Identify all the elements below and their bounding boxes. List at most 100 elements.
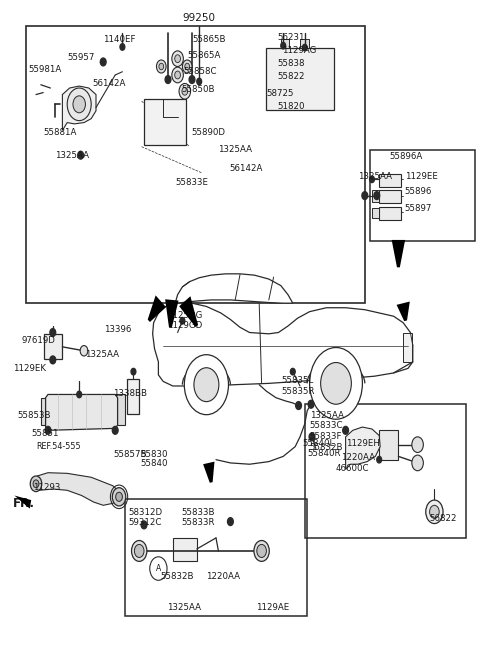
Bar (379, 174, 401, 187)
Circle shape (377, 456, 382, 463)
Text: 1129AE: 1129AE (256, 603, 289, 612)
Text: 55897: 55897 (405, 204, 432, 213)
Text: 1325AA: 1325AA (85, 350, 120, 359)
Text: 1325AA: 1325AA (310, 411, 344, 420)
Bar (266, 48, 334, 110)
Bar (370, 150, 475, 241)
Text: 55838: 55838 (277, 59, 305, 68)
Circle shape (308, 400, 314, 408)
Circle shape (302, 44, 307, 51)
Circle shape (100, 58, 106, 66)
Bar (173, 538, 197, 561)
Bar (379, 190, 401, 203)
Text: 55865A: 55865A (187, 51, 221, 60)
Circle shape (296, 402, 301, 409)
Text: 1325AA: 1325AA (218, 145, 252, 155)
Text: 55896: 55896 (405, 187, 432, 196)
Text: 55851: 55851 (31, 429, 59, 438)
Polygon shape (203, 462, 215, 482)
Text: 56142A: 56142A (93, 79, 126, 88)
Circle shape (412, 437, 423, 452)
Text: 1325AA: 1325AA (55, 151, 89, 160)
Circle shape (131, 368, 136, 375)
Text: 55833R: 55833R (181, 518, 215, 527)
Text: 97619D: 97619D (22, 336, 56, 345)
Polygon shape (346, 427, 380, 469)
Text: 58725: 58725 (266, 89, 294, 98)
Circle shape (50, 356, 56, 364)
Circle shape (310, 348, 362, 419)
Text: 11293: 11293 (33, 482, 60, 492)
Circle shape (112, 488, 126, 506)
Text: 55833F: 55833F (310, 432, 342, 441)
Text: 51820: 51820 (277, 102, 305, 111)
Circle shape (33, 480, 39, 488)
Circle shape (180, 318, 185, 324)
Polygon shape (179, 296, 198, 327)
Circle shape (73, 96, 85, 113)
Bar (41, 398, 46, 425)
Text: 1220AA: 1220AA (206, 572, 240, 581)
Circle shape (112, 426, 118, 434)
Polygon shape (153, 303, 413, 386)
Text: FR.: FR. (13, 497, 35, 510)
Polygon shape (33, 473, 120, 505)
Circle shape (374, 192, 380, 200)
Bar (44, 334, 62, 359)
Polygon shape (165, 299, 179, 327)
Polygon shape (46, 394, 118, 430)
Text: 55840R: 55840R (307, 449, 341, 458)
Text: 55957: 55957 (67, 53, 95, 62)
Circle shape (254, 541, 269, 561)
Bar (127, 379, 139, 414)
Circle shape (175, 55, 180, 63)
Text: 55835L: 55835L (281, 376, 313, 385)
Circle shape (116, 492, 122, 501)
Text: 1140EF: 1140EF (103, 35, 136, 44)
Circle shape (172, 67, 183, 83)
Bar (403, 333, 412, 362)
Circle shape (150, 557, 167, 580)
Circle shape (370, 176, 374, 183)
Circle shape (159, 63, 164, 70)
Polygon shape (14, 496, 31, 509)
Text: 55833C: 55833C (310, 421, 343, 430)
Text: 55840: 55840 (141, 459, 168, 468)
Circle shape (50, 329, 56, 336)
Text: 46600C: 46600C (336, 464, 370, 473)
Polygon shape (396, 301, 410, 321)
Bar (125, 499, 307, 616)
Bar (379, 430, 398, 460)
Circle shape (67, 88, 91, 121)
Text: 55822: 55822 (277, 72, 305, 82)
Text: 55832B: 55832B (310, 443, 343, 452)
Text: 1129EH: 1129EH (346, 439, 380, 448)
Bar (26, 26, 365, 303)
Circle shape (426, 500, 443, 524)
Circle shape (412, 455, 423, 471)
Text: 55853B: 55853B (17, 411, 51, 421)
Circle shape (77, 391, 82, 398)
Text: 1129GD: 1129GD (167, 321, 202, 331)
Circle shape (290, 368, 295, 375)
Circle shape (321, 363, 351, 404)
Bar (115, 394, 125, 425)
Bar (372, 190, 379, 202)
Text: 1325AA: 1325AA (167, 603, 201, 612)
Circle shape (132, 541, 147, 561)
Circle shape (30, 476, 42, 492)
Circle shape (80, 346, 88, 356)
Circle shape (120, 44, 125, 50)
Text: 55981A: 55981A (29, 65, 62, 74)
Circle shape (182, 60, 192, 73)
Text: 1338BB: 1338BB (113, 389, 147, 398)
Circle shape (185, 63, 190, 70)
Circle shape (134, 544, 144, 557)
Bar (305, 404, 466, 538)
Circle shape (172, 51, 183, 67)
Text: 55840L: 55840L (302, 439, 335, 448)
Text: 1129AG: 1129AG (282, 46, 317, 55)
Text: 58312D: 58312D (129, 508, 163, 517)
Circle shape (179, 83, 191, 99)
Polygon shape (175, 274, 293, 303)
